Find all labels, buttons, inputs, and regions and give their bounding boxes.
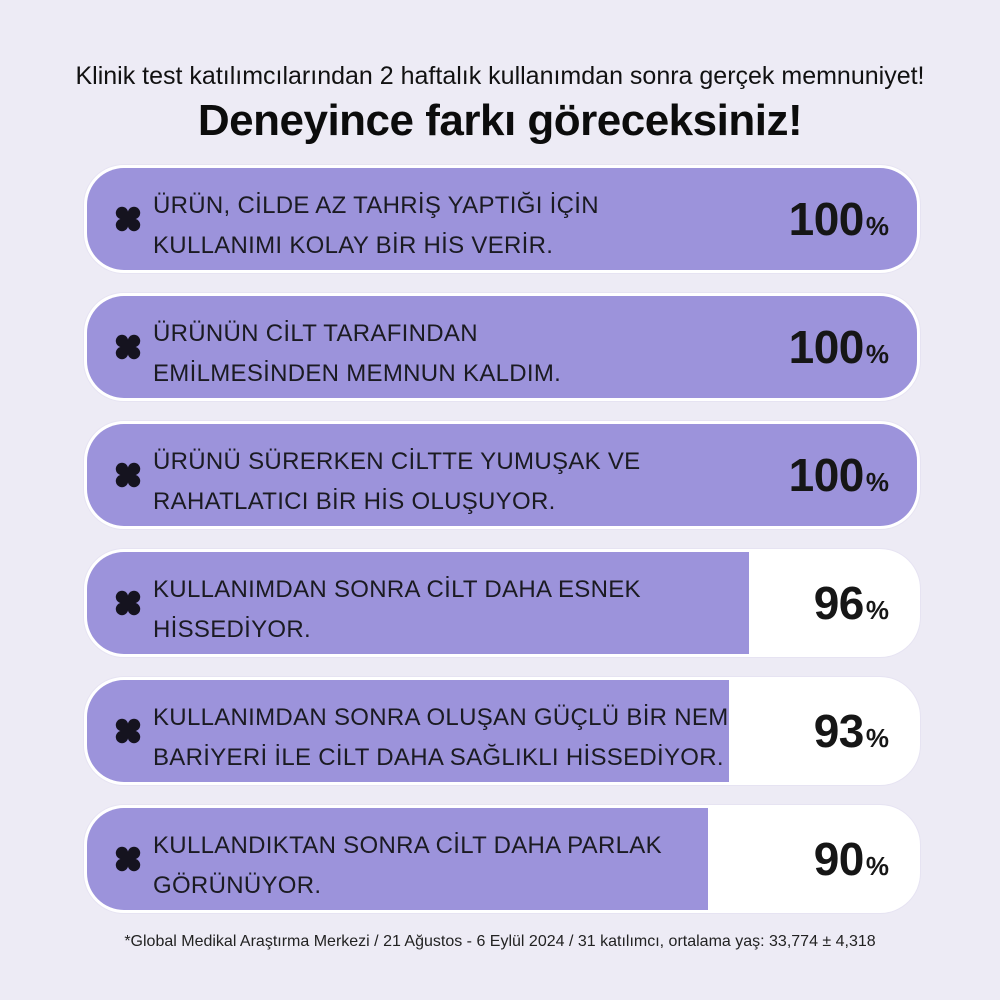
clover-icon: [115, 462, 141, 488]
bar-row: KULLANIMDAN SONRA CİLT DAHA ESNEK HİSSEDİ…: [84, 549, 920, 657]
bar-label-line: RAHATLATICI BİR HİS OLUŞUYOR.: [153, 488, 556, 515]
bar-value: 100%: [789, 448, 889, 504]
bar-label-line: KULLANDIKTAN SONRA CİLT DAHA PARLAK: [153, 832, 662, 859]
bar-value-unit: %: [865, 595, 889, 625]
bar-fill: [87, 296, 917, 398]
bar-value: 93%: [814, 704, 889, 760]
bar-label-line: BARİYERİ İLE CİLT DAHA SAĞLIKLI HİSSEDİY…: [153, 744, 724, 771]
bar-fill: [87, 552, 749, 654]
clover-icon: [115, 334, 141, 360]
bar-value-unit: %: [865, 467, 889, 497]
bar-label-line: ÜRÜNÜ SÜRERKEN CİLTTE YUMUŞAK VE: [153, 448, 641, 475]
clover-icon: [115, 206, 141, 232]
footnote: *Global Medikal Araştırma Merkezi / 21 A…: [124, 933, 876, 950]
bar-fill: [87, 808, 708, 910]
clover-icon: [115, 718, 141, 744]
clover-icon: [115, 590, 141, 616]
subtitle: Klinik test katılımcılarından 2 haftalık…: [75, 62, 925, 90]
bar-value-number: 100: [788, 193, 865, 245]
bar-label-line: EMİLMESİNDEN MEMNUN KALDIM.: [153, 360, 562, 387]
bar-label: ÜRÜNÜN CİLT TARAFINDAN EMİLMESİNDEN MEMNU…: [153, 314, 753, 394]
bar-value-unit: %: [865, 851, 889, 881]
bar-value: 100%: [789, 192, 889, 248]
bar-label-line: ÜRÜN, CİLDE AZ TAHRİŞ YAPTIĞI İÇİN: [153, 192, 599, 219]
page-title: Deneyince farkı göreceksiniz!: [197, 96, 803, 145]
bar-label: KULLANIMDAN SONRA OLUŞAN GÜÇLÜ BİR NEM BA…: [153, 698, 753, 778]
bar-value-number: 93: [813, 705, 865, 757]
bar-value-number: 90: [813, 833, 865, 885]
bar-value: 96%: [814, 576, 889, 632]
bar-fill: [87, 680, 729, 782]
bar-label-line: KULLANIMDAN SONRA CİLT DAHA ESNEK: [153, 576, 641, 603]
bar-label: KULLANDIKTAN SONRA CİLT DAHA PARLAK GÖRÜN…: [153, 826, 753, 906]
bar-value-unit: %: [865, 723, 889, 753]
bar-value: 90%: [814, 832, 889, 888]
bar-value-unit: %: [865, 211, 889, 241]
bar-label-line: KULLANIMDAN SONRA OLUŞAN GÜÇLÜ BİR NEM: [153, 704, 729, 731]
bar-label: ÜRÜN, CİLDE AZ TAHRİŞ YAPTIĞI İÇİN KULLAN…: [153, 186, 753, 266]
bar-value-number: 100: [788, 449, 865, 501]
bar-label-line: HİSSEDİYOR.: [153, 616, 311, 643]
bar-fill: [87, 424, 917, 526]
bar-value-number: 100: [788, 321, 865, 373]
bar-row: KULLANIMDAN SONRA OLUŞAN GÜÇLÜ BİR NEM BA…: [84, 677, 920, 785]
bar-fill: [87, 168, 917, 270]
bar-value-number: 96: [813, 577, 865, 629]
bar-row: ÜRÜN, CİLDE AZ TAHRİŞ YAPTIĞI İÇİN KULLAN…: [84, 165, 920, 273]
bar-label-line: KULLANIMI KOLAY BİR HİS VERİR.: [153, 232, 554, 259]
bar-label-line: ÜRÜNÜN CİLT TARAFINDAN: [153, 320, 478, 347]
bar-row: KULLANDIKTAN SONRA CİLT DAHA PARLAK GÖRÜN…: [84, 805, 920, 913]
bar-value: 100%: [789, 320, 889, 376]
bar-chart: ÜRÜN, CİLDE AZ TAHRİŞ YAPTIĞI İÇİN KULLAN…: [84, 165, 920, 933]
bar-label: ÜRÜNÜ SÜRERKEN CİLTTE YUMUŞAK VE RAHATLAT…: [153, 442, 753, 522]
bar-row: ÜRÜNÜN CİLT TARAFINDAN EMİLMESİNDEN MEMNU…: [84, 293, 920, 401]
bar-label-line: GÖRÜNÜYOR.: [153, 872, 322, 899]
clover-icon: [115, 846, 141, 872]
bar-row: ÜRÜNÜ SÜRERKEN CİLTTE YUMUŞAK VE RAHATLAT…: [84, 421, 920, 529]
bar-value-unit: %: [865, 339, 889, 369]
bar-label: KULLANIMDAN SONRA CİLT DAHA ESNEK HİSSEDİ…: [153, 570, 753, 650]
